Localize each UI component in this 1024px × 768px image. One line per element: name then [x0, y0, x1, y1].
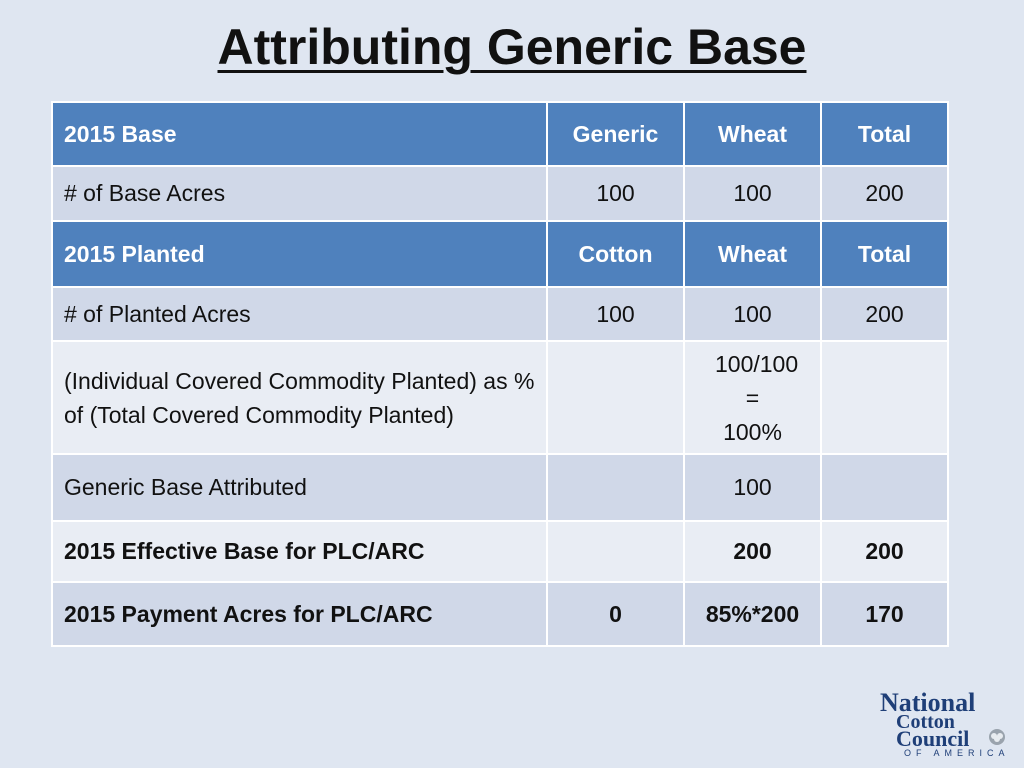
table-cell: (Individual Covered Commodity Planted) a… — [51, 340, 548, 455]
national-cotton-council-logo: National Cotton Council OF AMERICA — [878, 690, 1018, 760]
table-cell: 2015 Base — [51, 101, 548, 167]
table-cell: 170 — [820, 581, 949, 647]
table-cell: Generic Base Attributed — [51, 453, 548, 522]
table-cell: 100/100 = 100% — [683, 340, 822, 455]
table-cell: 2015 Planted — [51, 220, 548, 288]
table-cell: 100 — [683, 286, 822, 342]
table-row: 2015 Effective Base for PLC/ARC 200 200 — [51, 520, 949, 583]
cotton-ball-icon — [989, 729, 1005, 745]
table-cell: Total — [820, 101, 949, 167]
table-cell: 200 — [683, 520, 822, 583]
table-row: 2015 Base Generic Wheat Total — [51, 101, 949, 167]
table-cell: 2015 Effective Base for PLC/ARC — [51, 520, 548, 583]
table-cell: # of Base Acres — [51, 165, 548, 222]
table-row: Generic Base Attributed 100 — [51, 453, 949, 522]
table-cell: 200 — [820, 520, 949, 583]
table-cell — [820, 340, 949, 455]
table-row: # of Base Acres 100 100 200 — [51, 165, 949, 222]
logo-subtitle: OF AMERICA — [904, 748, 1010, 758]
table-cell: # of Planted Acres — [51, 286, 548, 342]
table-cell: 85%*200 — [683, 581, 822, 647]
table-cell: Wheat — [683, 101, 822, 167]
table-cell — [546, 340, 685, 455]
table-row: (Individual Covered Commodity Planted) a… — [51, 340, 949, 455]
table-cell: 2015 Payment Acres for PLC/ARC — [51, 581, 548, 647]
table-cell: 100 — [546, 286, 685, 342]
table-cell: Wheat — [683, 220, 822, 288]
table-cell — [820, 453, 949, 522]
table-row: 2015 Planted Cotton Wheat Total — [51, 220, 949, 288]
page-title: Attributing Generic Base — [217, 19, 807, 75]
logo-line-cotton: Cotton — [896, 711, 955, 733]
table-cell: Total — [820, 220, 949, 288]
logo-line-council: Council — [896, 726, 970, 751]
logo-line-national: National — [880, 688, 976, 717]
table-cell — [546, 453, 685, 522]
table-row: # of Planted Acres 100 100 200 — [51, 286, 949, 342]
table-cell: 100 — [683, 165, 822, 222]
table-cell: 100 — [546, 165, 685, 222]
table-row: 2015 Payment Acres for PLC/ARC 0 85%*200… — [51, 581, 949, 647]
table-cell: 200 — [820, 165, 949, 222]
table-cell: Cotton — [546, 220, 685, 288]
generic-base-table: 2015 Base Generic Wheat Total # of Base … — [51, 101, 949, 647]
table-cell — [546, 520, 685, 583]
table-cell: 200 — [820, 286, 949, 342]
table-cell: Generic — [546, 101, 685, 167]
table-cell: 0 — [546, 581, 685, 647]
table-cell: 100 — [683, 453, 822, 522]
